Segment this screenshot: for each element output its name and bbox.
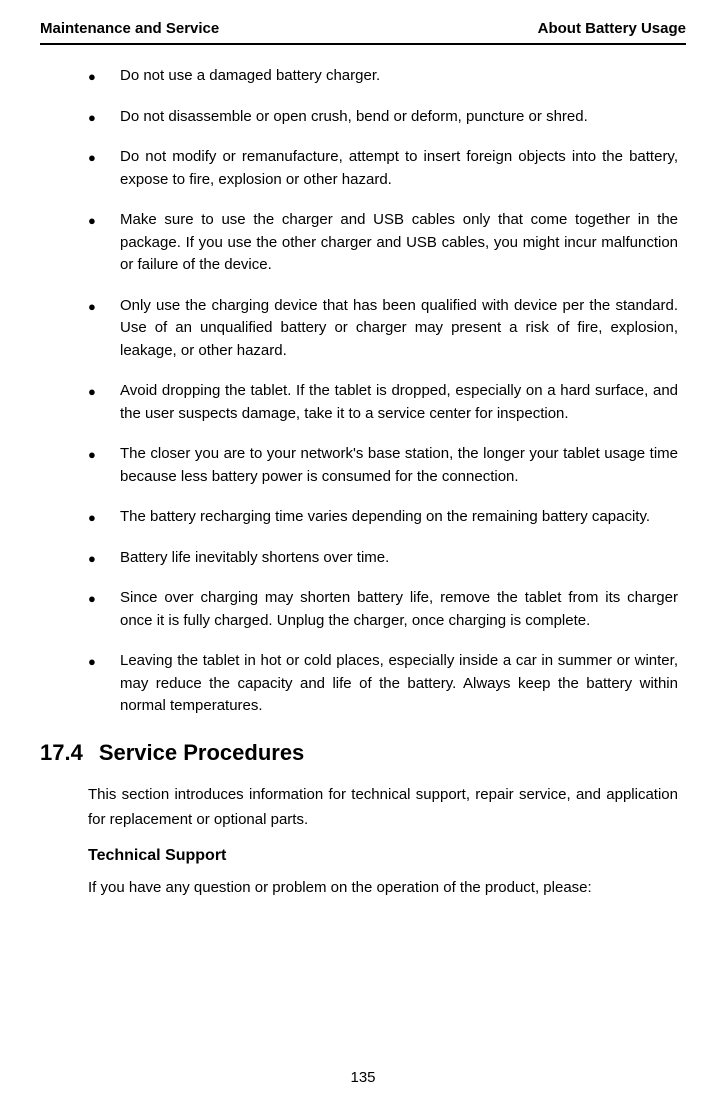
page-header: Maintenance and Service About Battery Us… (40, 20, 686, 45)
bullet-icon: ● (88, 506, 120, 529)
bullet-text: Avoid dropping the tablet. If the tablet… (120, 380, 678, 425)
bullet-text: The closer you are to your network's bas… (120, 443, 678, 488)
bullet-text: Leaving the tablet in hot or cold places… (120, 650, 678, 718)
bullet-icon: ● (88, 106, 120, 129)
section-title: Service Procedures (99, 740, 304, 765)
list-item: ● Make sure to use the charger and USB c… (88, 209, 678, 277)
battery-usage-bullets: ● Do not use a damaged battery charger. … (40, 65, 686, 718)
list-item: ● The battery recharging time varies dep… (88, 506, 678, 529)
section-number: 17.4 (40, 740, 83, 766)
bullet-icon: ● (88, 146, 120, 191)
list-item: ● The closer you are to your network's b… (88, 443, 678, 488)
bullet-text: Do not use a damaged battery charger. (120, 65, 678, 88)
list-item: ● Avoid dropping the tablet. If the tabl… (88, 380, 678, 425)
subsection-paragraph: If you have any question or problem on t… (40, 875, 686, 901)
list-item: ● Only use the charging device that has … (88, 295, 678, 363)
bullet-icon: ● (88, 587, 120, 632)
page-number: 135 (0, 1069, 726, 1086)
header-left-title: Maintenance and Service (40, 20, 219, 37)
bullet-text: Only use the charging device that has be… (120, 295, 678, 363)
list-item: ● Since over charging may shorten batter… (88, 587, 678, 632)
bullet-text: Battery life inevitably shortens over ti… (120, 547, 678, 570)
list-item: ● Do not disassemble or open crush, bend… (88, 106, 678, 129)
bullet-icon: ● (88, 65, 120, 88)
section-intro-paragraph: This section introduces information for … (40, 782, 686, 833)
bullet-icon: ● (88, 295, 120, 363)
bullet-icon: ● (88, 443, 120, 488)
bullet-icon: ● (88, 380, 120, 425)
list-item: ● Battery life inevitably shortens over … (88, 547, 678, 570)
bullet-icon: ● (88, 209, 120, 277)
bullet-text: Do not modify or remanufacture, attempt … (120, 146, 678, 191)
section-heading-service-procedures: 17.4 Service Procedures (40, 740, 686, 766)
header-right-title: About Battery Usage (538, 20, 686, 37)
bullet-text: Since over charging may shorten battery … (120, 587, 678, 632)
bullet-text: The battery recharging time varies depen… (120, 506, 678, 529)
bullet-icon: ● (88, 547, 120, 570)
bullet-text: Do not disassemble or open crush, bend o… (120, 106, 678, 129)
list-item: ● Leaving the tablet in hot or cold plac… (88, 650, 678, 718)
bullet-icon: ● (88, 650, 120, 718)
list-item: ● Do not modify or remanufacture, attemp… (88, 146, 678, 191)
list-item: ● Do not use a damaged battery charger. (88, 65, 678, 88)
subsection-heading-technical-support: Technical Support (40, 847, 686, 865)
bullet-text: Make sure to use the charger and USB cab… (120, 209, 678, 277)
